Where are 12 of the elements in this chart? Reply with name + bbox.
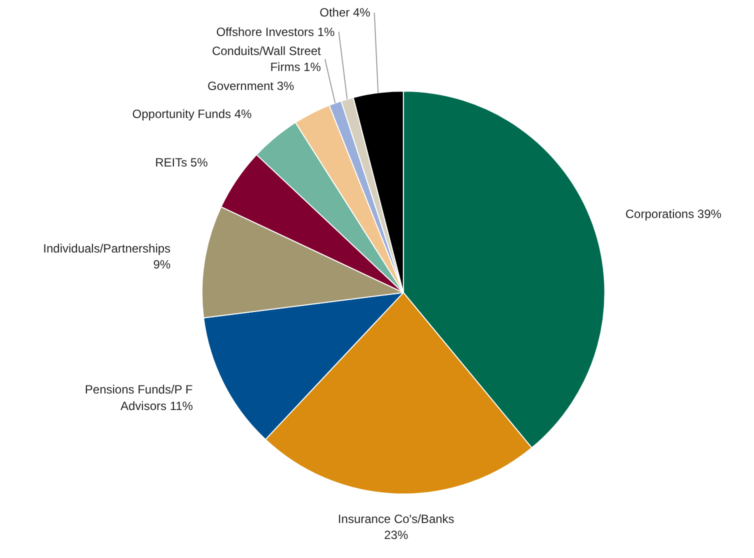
slice-label: Offshore Investors 1% <box>216 24 336 39</box>
data-label: 23% <box>384 528 408 542</box>
slice-label: Insurance Co's/Banks <box>338 512 454 526</box>
slice-label: Corporations 39% <box>625 207 722 222</box>
slice-label: Other 4% <box>320 6 371 20</box>
slice-label: Individuals/Partnerships <box>43 241 171 256</box>
slice-label: Opportunity Funds 4% <box>132 107 252 122</box>
slice-label: Government 3% <box>207 79 295 94</box>
slice-label: Pensions Funds/P F Advisors 11% <box>84 382 194 413</box>
data-label: 9% <box>153 257 171 272</box>
slice-label: Conduits/Wall Street Firms 1% <box>212 44 322 74</box>
slice-label: REITs 5% <box>155 155 208 170</box>
